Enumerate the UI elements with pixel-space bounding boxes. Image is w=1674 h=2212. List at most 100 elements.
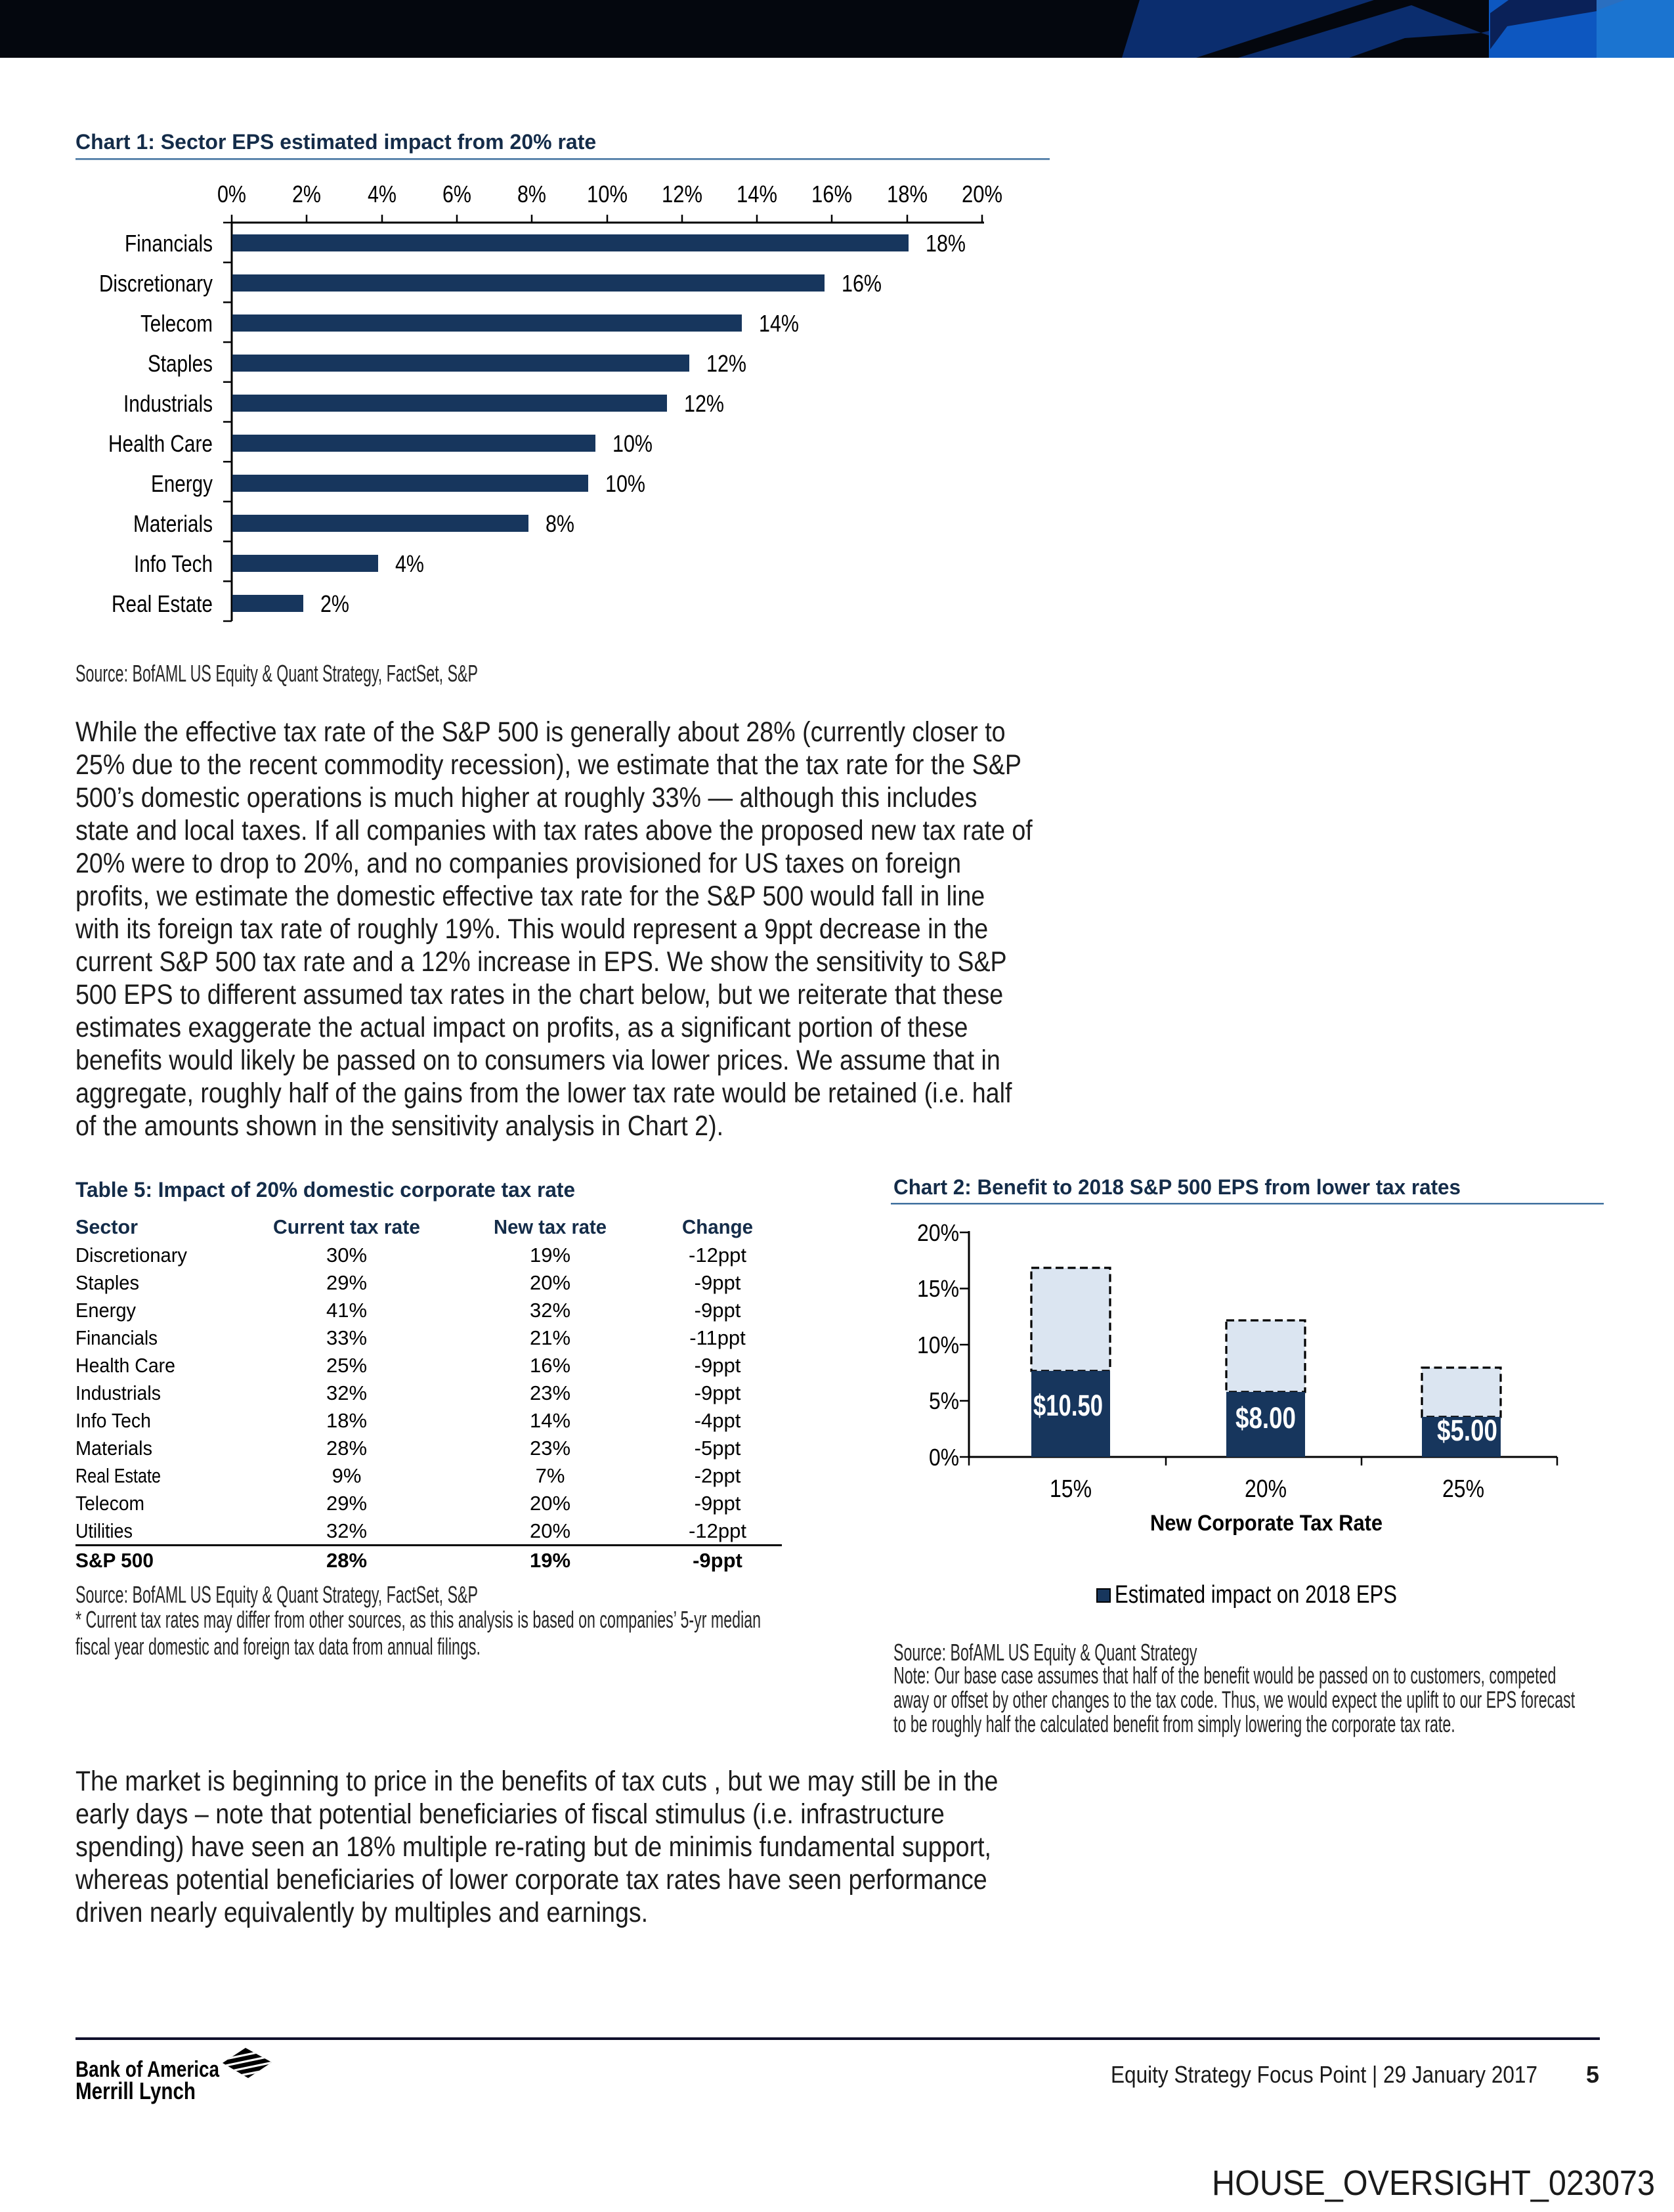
svg-text:16%: 16% [811, 181, 852, 207]
svg-text:28%: 28% [326, 1437, 367, 1460]
svg-text:-2ppt: -2ppt [695, 1464, 741, 1487]
svg-text:New Corporate Tax Rate: New Corporate Tax Rate [1150, 1511, 1383, 1536]
svg-text:Utilities: Utilities [75, 1519, 133, 1542]
svg-text:2%: 2% [292, 181, 321, 207]
svg-text:16%: 16% [842, 270, 882, 297]
svg-text:Info Tech: Info Tech [75, 1409, 151, 1432]
svg-text:20%: 20% [1245, 1475, 1287, 1503]
svg-text:-9ppt: -9ppt [695, 1492, 741, 1515]
svg-text:Real Estate: Real Estate [75, 1464, 161, 1487]
svg-text:29%: 29% [326, 1271, 367, 1294]
svg-text:16%: 16% [530, 1354, 570, 1377]
svg-text:Health Care: Health Care [108, 430, 213, 457]
svg-text:32%: 32% [326, 1519, 367, 1542]
svg-text:18%: 18% [326, 1409, 367, 1432]
svg-text:Financials: Financials [125, 230, 213, 257]
svg-text:Change: Change [682, 1215, 753, 1238]
svg-text:Discretionary: Discretionary [99, 270, 213, 297]
svg-text:-12ppt: -12ppt [689, 1519, 746, 1542]
svg-text:Current tax rate: Current tax rate [273, 1215, 420, 1238]
svg-text:32%: 32% [326, 1381, 367, 1404]
svg-text:4%: 4% [368, 181, 397, 207]
svg-text:Equity Strategy Focus Point |: Equity Strategy Focus Point | 29 January… [1111, 2061, 1537, 2088]
svg-text:8%: 8% [517, 181, 546, 207]
svg-text:Estimated impact on 2018 EPS: Estimated impact on 2018 EPS [1115, 1581, 1397, 1609]
svg-text:14%: 14% [759, 310, 799, 337]
svg-text:Chart 1: Sector EPS estimated: Chart 1: Sector EPS estimated impact fro… [75, 130, 596, 154]
svg-text:14%: 14% [530, 1409, 570, 1432]
svg-text:41%: 41% [326, 1299, 367, 1322]
svg-text:10%: 10% [612, 430, 653, 457]
svg-text:20%: 20% [530, 1519, 570, 1542]
svg-text:21%: 21% [530, 1326, 570, 1349]
svg-text:9%: 9% [332, 1464, 362, 1487]
svg-text:-9ppt: -9ppt [695, 1381, 741, 1404]
svg-text:4%: 4% [395, 550, 424, 577]
svg-text:Merrill Lynch: Merrill Lynch [75, 2077, 196, 2104]
svg-text:-11ppt: -11ppt [689, 1326, 746, 1349]
svg-text:20%: 20% [530, 1271, 570, 1294]
svg-text:29%: 29% [326, 1492, 367, 1515]
svg-text:2%: 2% [320, 590, 349, 617]
svg-text:-5ppt: -5ppt [695, 1437, 741, 1460]
svg-text:Sector: Sector [75, 1215, 138, 1238]
svg-text:Energy: Energy [151, 470, 213, 497]
svg-text:Financials: Financials [75, 1326, 158, 1349]
svg-text:0%: 0% [217, 181, 246, 207]
svg-text:-9ppt: -9ppt [695, 1271, 741, 1294]
svg-text:7%: 7% [536, 1464, 565, 1487]
svg-text:-4ppt: -4ppt [695, 1409, 741, 1432]
svg-text:Health Care: Health Care [75, 1354, 175, 1377]
svg-text:6%: 6% [442, 181, 471, 207]
svg-text:32%: 32% [530, 1299, 570, 1322]
svg-text:Staples: Staples [75, 1271, 139, 1294]
svg-text:HOUSE_OVERSIGHT_023073: HOUSE_OVERSIGHT_023073 [1212, 2163, 1655, 2203]
svg-text:19%: 19% [530, 1549, 570, 1572]
svg-text:$8.00: $8.00 [1235, 1401, 1296, 1435]
svg-text:14%: 14% [737, 181, 777, 207]
svg-text:10%: 10% [587, 181, 628, 207]
svg-text:Staples: Staples [148, 350, 213, 377]
svg-text:0%: 0% [929, 1444, 959, 1471]
svg-text:5%: 5% [929, 1387, 959, 1414]
svg-text:33%: 33% [326, 1326, 367, 1349]
svg-text:20%: 20% [530, 1492, 570, 1515]
svg-text:-12ppt: -12ppt [689, 1244, 746, 1267]
svg-text:23%: 23% [530, 1381, 570, 1404]
svg-text:12%: 12% [662, 181, 702, 207]
svg-text:18%: 18% [926, 230, 966, 257]
svg-text:8%: 8% [546, 510, 574, 537]
svg-text:Bank of America: Bank of America [75, 2057, 220, 2082]
svg-text:Industrials: Industrials [123, 390, 213, 417]
svg-text:15%: 15% [917, 1275, 959, 1302]
svg-text:-9ppt: -9ppt [695, 1299, 741, 1322]
svg-text:Industrials: Industrials [75, 1381, 161, 1404]
svg-text:25%: 25% [1442, 1475, 1484, 1503]
svg-text:10%: 10% [605, 470, 645, 497]
svg-text:Discretionary: Discretionary [75, 1244, 187, 1267]
svg-text:12%: 12% [706, 350, 746, 377]
svg-text:Materials: Materials [75, 1437, 152, 1460]
svg-text:Telecom: Telecom [140, 310, 213, 337]
svg-text:$5.00: $5.00 [1437, 1414, 1497, 1447]
svg-text:Real Estate: Real Estate [112, 590, 213, 617]
svg-text:Info Tech: Info Tech [134, 550, 213, 577]
svg-text:28%: 28% [326, 1549, 367, 1572]
svg-text:5: 5 [1586, 2061, 1599, 2088]
svg-text:18%: 18% [887, 181, 928, 207]
svg-text:23%: 23% [530, 1437, 570, 1460]
svg-text:19%: 19% [530, 1244, 570, 1267]
svg-text:$10.50: $10.50 [1033, 1389, 1103, 1422]
svg-text:Energy: Energy [75, 1299, 136, 1322]
svg-text:Table 5: Impact of 20% domesti: Table 5: Impact of 20% domestic corporat… [75, 1178, 575, 1202]
svg-text:20%: 20% [962, 181, 1002, 207]
svg-text:15%: 15% [1050, 1475, 1092, 1503]
svg-text:30%: 30% [326, 1244, 367, 1267]
svg-text:Materials: Materials [133, 510, 213, 537]
svg-text:-9ppt: -9ppt [693, 1549, 742, 1572]
svg-text:10%: 10% [917, 1332, 959, 1358]
svg-text:New tax rate: New tax rate [494, 1215, 607, 1238]
svg-text:12%: 12% [684, 390, 724, 417]
svg-text:Telecom: Telecom [75, 1492, 144, 1515]
svg-text:Chart 2: Benefit to 2018 S&P 5: Chart 2: Benefit to 2018 S&P 500 EPS fro… [893, 1175, 1461, 1199]
